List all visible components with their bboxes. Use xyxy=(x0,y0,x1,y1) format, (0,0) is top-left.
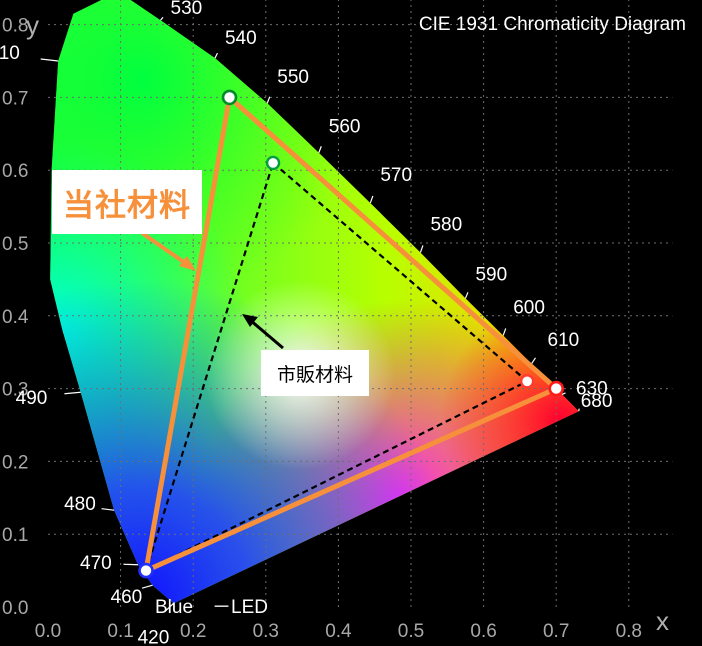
wavelength-tick xyxy=(419,245,424,253)
x-tick-label: 0.6 xyxy=(470,621,496,642)
wavelength-label: 550 xyxy=(277,67,309,88)
x-axis-label: x xyxy=(656,606,669,636)
wavelength-label: 420 xyxy=(138,627,170,646)
wavelength-tick xyxy=(123,563,139,566)
wavelength-label: 460 xyxy=(111,587,143,608)
ours-gamut-line xyxy=(143,94,559,574)
y-tick-label: 0.8 xyxy=(2,16,28,37)
wavelength-label: 590 xyxy=(475,264,507,285)
gamut-series xyxy=(138,89,565,579)
x-tick-label: 0.4 xyxy=(325,621,352,642)
x-tick-label: 0.7 xyxy=(543,621,569,642)
wavelength-tick xyxy=(318,146,322,153)
x-tick-label: 0.0 xyxy=(35,621,61,642)
x-tick-label: 0.2 xyxy=(180,621,206,642)
wavelength-label: 540 xyxy=(225,28,257,49)
y-axis-label: y xyxy=(26,10,39,40)
wavelength-tick xyxy=(141,584,153,589)
y-tick-label: 0.6 xyxy=(2,161,28,182)
wavelength-label: 490 xyxy=(16,388,48,409)
wavelength-label: 480 xyxy=(64,494,96,515)
wavelength-tick xyxy=(369,195,374,204)
wavelength-tick xyxy=(266,96,271,104)
y-tick-label: 0.0 xyxy=(2,598,28,619)
wavelength-tick xyxy=(40,58,59,62)
wavelength-label: 580 xyxy=(430,214,462,235)
y-tick-label: 0.4 xyxy=(2,307,29,328)
x-tick-label: 0.5 xyxy=(398,621,424,642)
x-tick-label: 0.8 xyxy=(616,621,642,642)
wavelength-label: 530 xyxy=(171,0,203,19)
y-tick-label: 0.5 xyxy=(2,234,28,255)
y-tick-label: 0.7 xyxy=(2,88,28,109)
commercial-material-label: 市販材料 xyxy=(261,350,369,396)
wavelength-tick xyxy=(101,508,115,511)
y-tick-label: 0.1 xyxy=(2,525,28,546)
wavelength-tick xyxy=(64,391,81,395)
blue-led-label: Blue －LED xyxy=(155,597,268,618)
ours-pointer-arrow xyxy=(140,231,196,271)
wavelength-label: 610 xyxy=(548,330,580,351)
wavelength-tick xyxy=(561,392,566,395)
commercial-gamut-line xyxy=(144,160,530,573)
wavelength-labels: 4204604704804905105205305405505605705805… xyxy=(0,0,612,646)
commercial-pointer-arrow xyxy=(242,314,284,350)
wavelength-tick xyxy=(578,408,580,412)
x-tick-label: 0.1 xyxy=(107,621,133,642)
axis-tick-labels: 0.0 0.1 0.2 0.3 0.4 0.5 0.6 0.7 0.8 0.0 0.1 0.2 0.3 0… xyxy=(2,16,642,642)
wavelength-tick xyxy=(502,328,507,336)
wavelength-label: 470 xyxy=(80,553,112,574)
ours-gamut-point xyxy=(221,89,238,106)
commercial-gamut-point xyxy=(519,374,535,389)
wavelength-tick xyxy=(160,16,164,21)
wavelength-label: 560 xyxy=(329,117,361,138)
wavelength-label: 630 xyxy=(576,378,608,399)
y-tick-label: 0.3 xyxy=(2,380,28,401)
wavelength-tick xyxy=(531,357,537,365)
commercial-gamut-point xyxy=(265,155,281,171)
ours-gamut-point xyxy=(548,380,565,397)
ours-material-label: 当社材料 xyxy=(52,170,202,234)
chart-title: CIE 1931 Chromaticity Diagram xyxy=(419,14,686,35)
ours-gamut-point xyxy=(138,562,154,579)
wavelength-tick xyxy=(214,52,219,59)
x-tick-label: 0.3 xyxy=(253,621,279,642)
wavelength-label: 570 xyxy=(380,165,412,186)
wavelength-label: 600 xyxy=(513,297,545,318)
wavelength-label: 680 xyxy=(581,391,613,412)
wavelength-label: 510 xyxy=(0,43,20,64)
y-tick-label: 0.2 xyxy=(2,452,28,473)
wavelength-tick xyxy=(464,292,469,299)
wavelength-tick xyxy=(164,602,175,613)
